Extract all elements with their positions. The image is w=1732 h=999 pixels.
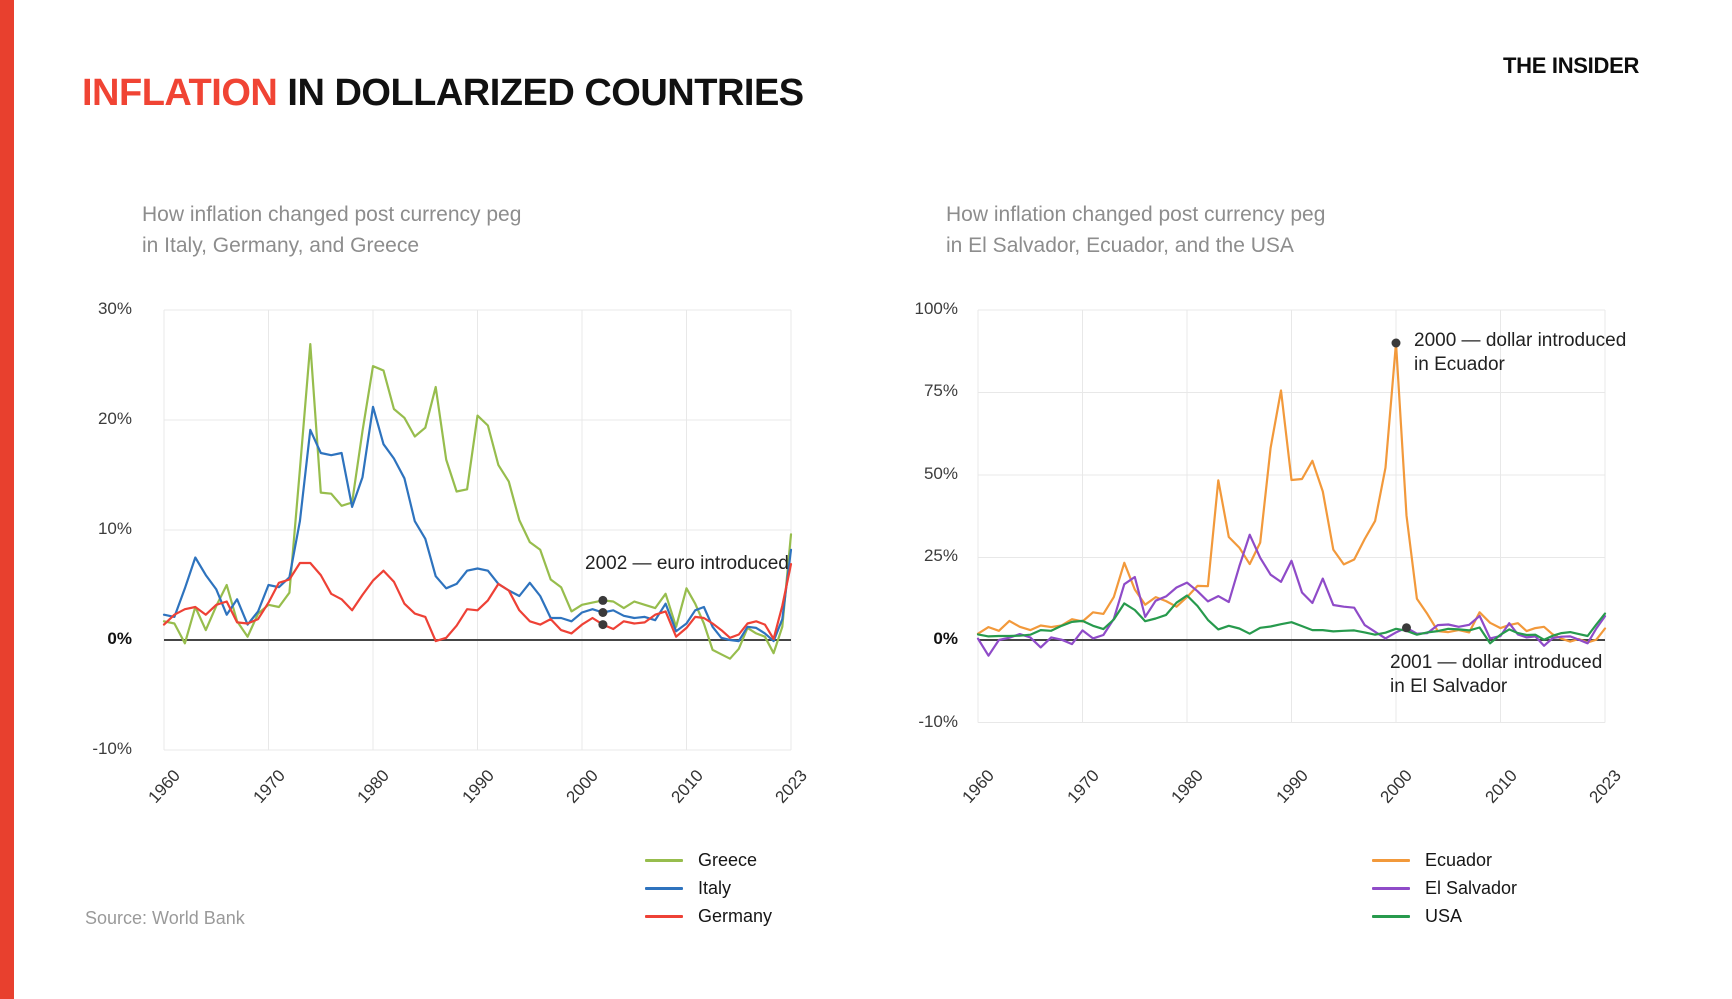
page-title-accent: INFLATION [82, 72, 278, 114]
legend-item-germany: Germany [645, 906, 773, 926]
x-tick-label: 2000 [562, 766, 603, 807]
page-title: INFLATION IN DOLLARIZED COUNTRIES [82, 72, 804, 115]
y-tick-label: 100% [914, 299, 958, 318]
x-tick-label: 1970 [1063, 766, 1103, 807]
y-tick-label: 50% [923, 464, 958, 483]
page-title-rest: IN DOLLARIZED COUNTRIES [277, 72, 804, 114]
left-chart-subtitle: How inflation changed post currency peg … [142, 199, 521, 261]
legend-item-italy: Italy [645, 878, 772, 898]
legend-item-ecuador: Ecuador [1372, 850, 1517, 870]
x-tick-label: 2000 [1376, 766, 1417, 807]
legend-item-greece: Greece [645, 850, 772, 870]
y-tick-label: 30% [97, 299, 132, 318]
x-tick-label: 2023 [1585, 766, 1626, 807]
right-chart-subtitle-line1: How inflation changed post currency peg [946, 203, 1326, 226]
y-tick-label-zero: 0% [107, 629, 132, 648]
y-tick-label-zero: 0% [933, 629, 958, 648]
annotation-dollar-ecuador-line1: 2000 — dollar introduced [1414, 330, 1627, 351]
y-tick-label: 20% [97, 409, 132, 428]
ecuador-line-swatch [1372, 859, 1410, 862]
right-chart-subtitle-line2: in El Salvador, Ecuador, and the USA [946, 234, 1294, 257]
annotation-dollar-ecuador-line2: in Ecuador [1414, 354, 1505, 375]
x-tick-label: 1960 [958, 766, 999, 807]
brand-logo: THE INSIDER [1503, 53, 1640, 78]
legend-item-usa: USA [1372, 906, 1517, 926]
x-tick-label: 2023 [771, 766, 812, 807]
x-tick-label: 1960 [144, 766, 185, 807]
source-credit: Source: World Bank [85, 908, 245, 928]
annotation-dollar-ecuador: 2000 — dollar introduced in Ecuador [1414, 329, 1626, 377]
x-tick-label: 1980 [353, 766, 394, 807]
right-chart-subtitle: How inflation changed post currency peg … [946, 199, 1325, 261]
annotation-dollar-el-salvador: 2001 — dollar introduced in El Salvador [1390, 651, 1602, 699]
x-tick-label: 1970 [249, 766, 289, 807]
y-tick-label: -10% [92, 739, 132, 758]
x-tick-label: 2010 [667, 766, 707, 807]
x-tick-label: 1990 [1272, 766, 1312, 807]
y-tick-label: 75% [923, 381, 958, 400]
legend-label: Greece [698, 850, 758, 870]
left-chart-subtitle-line1: How inflation changed post currency peg [142, 203, 522, 226]
legend-label: Italy [698, 878, 732, 898]
annotation-dollar-el-salvador-line2: in El Salvador [1390, 676, 1508, 697]
legend-label: Germany [698, 906, 773, 926]
greece-line-swatch [645, 859, 683, 862]
y-tick-label: 25% [923, 546, 958, 565]
legend-item-el-salvador: El Salvador [1372, 878, 1518, 898]
x-tick-label: 1990 [458, 766, 498, 807]
legend-label: El Salvador [1425, 878, 1518, 898]
x-tick-label: 1980 [1167, 766, 1208, 807]
legend-label: USA [1425, 906, 1463, 926]
left-accent-bar [0, 0, 14, 999]
el-salvador-line-swatch [1372, 887, 1410, 890]
italy-line-swatch [645, 887, 683, 890]
usa-line-swatch [1372, 915, 1410, 918]
y-tick-label: -10% [918, 712, 958, 731]
annotation-euro-introduced: 2002 — euro introduced [585, 553, 789, 574]
y-tick-label: 10% [97, 519, 132, 538]
germany-line-swatch [645, 915, 683, 918]
left-chart-legend: Greece Italy Germany [645, 850, 773, 926]
x-tick-label: 2010 [1481, 766, 1521, 807]
left-chart-subtitle-line2: in Italy, Germany, and Greece [142, 234, 420, 257]
annotation-dollar-el-salvador-line1: 2001 — dollar introduced [1390, 652, 1603, 673]
legend-label: Ecuador [1425, 850, 1493, 870]
right-chart-legend: Ecuador El Salvador USA [1372, 850, 1518, 926]
